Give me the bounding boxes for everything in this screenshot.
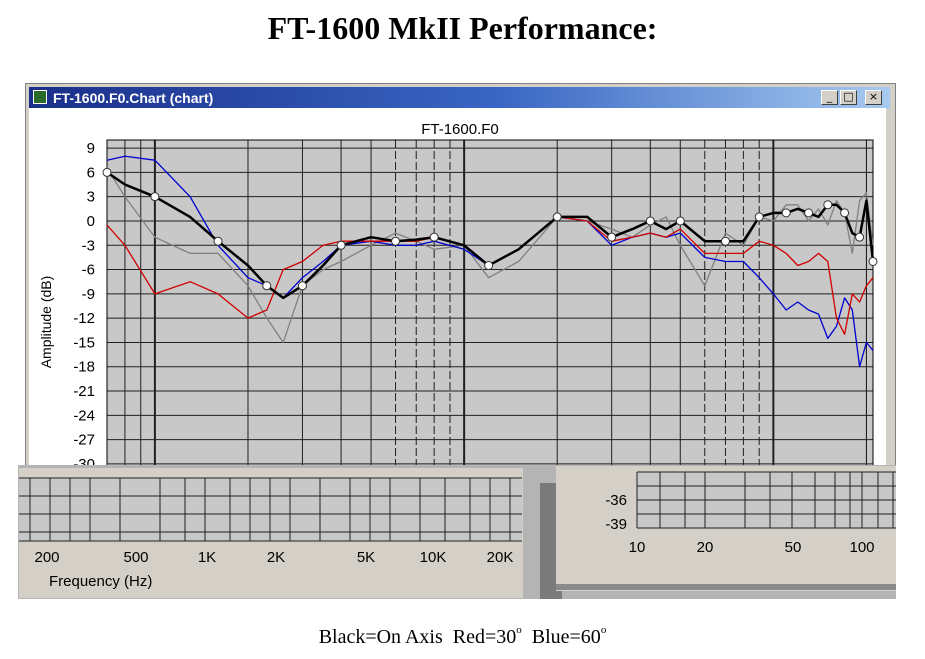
series-marker — [840, 208, 850, 218]
plot-area — [107, 140, 873, 472]
series-marker — [552, 212, 562, 222]
y-tick-label: 0 — [87, 213, 95, 230]
caption-red-degree: o — [516, 624, 522, 636]
series-marker — [720, 236, 730, 246]
series-layer — [102, 155, 878, 368]
series-marker — [336, 240, 346, 250]
chart-app-icon[interactable] — [33, 90, 47, 104]
series-marker — [297, 281, 307, 291]
chart-title: FT-1600.F0 — [421, 121, 499, 138]
caption-red: Red=30 — [452, 626, 517, 648]
x-tick-label: 200 — [34, 549, 59, 566]
y-tick-label: -9 — [82, 286, 95, 303]
right-fragment-y-labels: -36-39 — [605, 492, 627, 533]
y-tick-label: -24 — [73, 407, 95, 424]
left-fragment-grid — [19, 477, 522, 542]
right-fragment-grid — [636, 471, 896, 529]
y-tick-label: -27 — [73, 432, 95, 449]
x-tick-label: 10 — [629, 539, 646, 556]
caption-blue: Blue=60 — [531, 626, 601, 648]
series-marker — [804, 208, 814, 218]
window-title: FT-1600.F0.Chart (chart) — [53, 90, 214, 106]
series-marker — [213, 236, 223, 246]
x-tick-label: 20K — [487, 549, 514, 566]
page-title: FT-1600 MkII Performance: — [267, 10, 658, 46]
y-tick-label: 9 — [87, 140, 95, 157]
series-marker — [868, 256, 878, 266]
x-tick-label: 100 — [849, 539, 874, 556]
window-titlebar[interactable]: FT-1600.F0.Chart (chart) _ □ × — [29, 87, 890, 109]
y-tick-label: -6 — [82, 262, 95, 279]
x-tick-label: 20 — [697, 539, 714, 556]
x-tick-label: 5K — [357, 549, 375, 566]
series-marker — [823, 200, 833, 210]
legend-caption: Black=On Axis Red=30o Blue=60o — [0, 624, 925, 649]
series-marker — [484, 261, 494, 271]
series-marker — [645, 216, 655, 226]
x-tick-label: 500 — [123, 549, 148, 566]
caption-blue-degree: o — [600, 624, 607, 636]
y-tick-label: -36 — [605, 492, 627, 509]
series-marker — [855, 232, 865, 242]
x-tick-label: 2K — [267, 549, 285, 566]
close-button[interactable]: × — [865, 90, 882, 105]
x-tick-label: 1K — [198, 549, 216, 566]
series-marker — [781, 208, 791, 218]
x-axis-label: Frequency (Hz) — [49, 573, 152, 590]
minimize-button[interactable]: _ — [821, 90, 838, 105]
series-marker — [754, 212, 764, 222]
y-tick-label: -15 — [73, 334, 95, 351]
y-axis-label: Amplitude (dB) — [38, 276, 54, 369]
series-marker — [675, 216, 685, 226]
series-marker — [150, 192, 160, 202]
y-tick-label: 6 — [87, 164, 95, 181]
y-tick-label: 3 — [87, 189, 95, 206]
maximize-button[interactable]: □ — [840, 90, 857, 105]
y-tick-label: -3 — [82, 237, 95, 254]
x-tick-label: 50 — [785, 539, 802, 556]
series-marker — [262, 281, 272, 291]
y-tick-label: -12 — [73, 310, 95, 327]
right-fragment-scrollbar[interactable] — [556, 584, 896, 590]
series-marker — [102, 167, 112, 177]
y-tick-label: -21 — [73, 383, 95, 400]
y-tick-label: -18 — [73, 359, 95, 376]
series-marker — [607, 232, 617, 242]
x-tick-label: 10K — [420, 549, 447, 566]
series-marker — [391, 236, 401, 246]
right-fragment-x-labels: 10 20 50 100 — [629, 539, 875, 556]
series-marker — [429, 232, 439, 242]
caption-black: Black=On Axis — [318, 626, 443, 648]
y-tick-label: -39 — [605, 516, 627, 533]
left-fragment-x-labels: 200 500 1K 2K 5K 10K 20K — [34, 549, 513, 566]
